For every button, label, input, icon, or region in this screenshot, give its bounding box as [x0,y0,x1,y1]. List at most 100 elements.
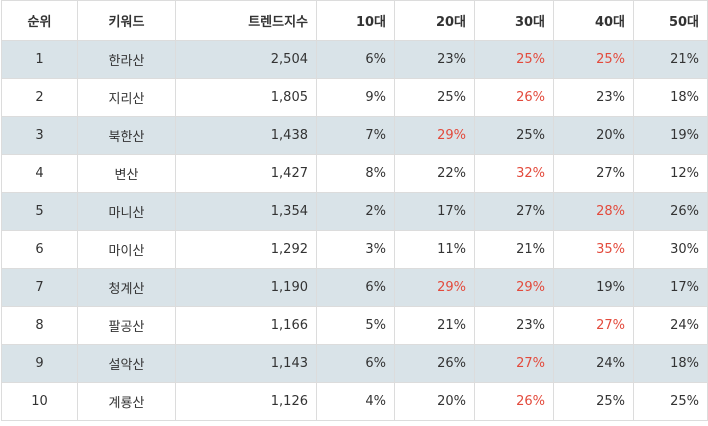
header-age-50s: 50대 [633,0,708,41]
age-20s-cell: 29% [394,268,475,307]
keyword-cell: 마이산 [77,230,176,269]
age-30s-cell: 23% [474,306,554,345]
header-age-20s: 20대 [394,0,475,41]
age-20s-cell: 23% [394,40,475,79]
rank-cell: 9 [1,344,78,383]
table-row: 7 청계산 1,190 6% 29% 29% 19% 17% [1,268,708,307]
age-40s-cell: 27% [553,306,634,345]
table-row: 3 북한산 1,438 7% 29% 25% 20% 19% [1,116,708,155]
table-row: 5 마니산 1,354 2% 17% 27% 28% 26% [1,192,708,231]
age-50s-cell: 26% [633,192,708,231]
age-50s-cell: 21% [633,40,708,79]
keyword-cell: 청계산 [77,268,176,307]
age-20s-cell: 26% [394,344,475,383]
trend-index-cell: 1,354 [175,192,317,231]
age-30s-cell: 26% [474,78,554,117]
keyword-cell: 한라산 [77,40,176,79]
age-10s-cell: 2% [316,192,395,231]
age-30s-cell: 21% [474,230,554,269]
age-50s-cell: 18% [633,344,708,383]
age-20s-cell: 25% [394,78,475,117]
rank-cell: 7 [1,268,78,307]
age-10s-cell: 3% [316,230,395,269]
rank-cell: 5 [1,192,78,231]
trend-index-cell: 1,166 [175,306,317,345]
rank-cell: 10 [1,382,78,421]
header-row: 순위 키워드 트렌드지수 10대 20대 30대 40대 50대 [1,0,708,41]
age-40s-cell: 23% [553,78,634,117]
age-10s-cell: 7% [316,116,395,155]
trend-index-cell: 1,126 [175,382,317,421]
table-row: 1 한라산 2,504 6% 23% 25% 25% 21% [1,40,708,79]
header-keyword: 키워드 [77,0,176,41]
age-10s-cell: 9% [316,78,395,117]
table-row: 4 변산 1,427 8% 22% 32% 27% 12% [1,154,708,193]
age-20s-cell: 29% [394,116,475,155]
rank-cell: 6 [1,230,78,269]
age-30s-cell: 26% [474,382,554,421]
age-50s-cell: 12% [633,154,708,193]
age-50s-cell: 24% [633,306,708,345]
age-40s-cell: 25% [553,382,634,421]
table-row: 2 지리산 1,805 9% 25% 26% 23% 18% [1,78,708,117]
age-50s-cell: 25% [633,382,708,421]
age-40s-cell: 19% [553,268,634,307]
trend-index-cell: 1,438 [175,116,317,155]
keyword-cell: 팔공산 [77,306,176,345]
age-50s-cell: 30% [633,230,708,269]
age-30s-cell: 27% [474,344,554,383]
keyword-cell: 지리산 [77,78,176,117]
age-40s-cell: 25% [553,40,634,79]
age-40s-cell: 35% [553,230,634,269]
rank-cell: 8 [1,306,78,345]
age-30s-cell: 32% [474,154,554,193]
age-20s-cell: 21% [394,306,475,345]
age-10s-cell: 6% [316,268,395,307]
table-row: 9 설악산 1,143 6% 26% 27% 24% 18% [1,344,708,383]
age-20s-cell: 11% [394,230,475,269]
header-age-40s: 40대 [553,0,634,41]
age-50s-cell: 18% [633,78,708,117]
age-10s-cell: 8% [316,154,395,193]
header-age-30s: 30대 [474,0,554,41]
age-40s-cell: 28% [553,192,634,231]
age-50s-cell: 19% [633,116,708,155]
age-30s-cell: 25% [474,40,554,79]
age-20s-cell: 22% [394,154,475,193]
keyword-cell: 마니산 [77,192,176,231]
table-row: 6 마이산 1,292 3% 11% 21% 35% 30% [1,230,708,269]
age-20s-cell: 17% [394,192,475,231]
keyword-cell: 설악산 [77,344,176,383]
age-40s-cell: 24% [553,344,634,383]
rank-cell: 4 [1,154,78,193]
age-10s-cell: 6% [316,40,395,79]
header-age-10s: 10대 [316,0,395,41]
age-30s-cell: 25% [474,116,554,155]
rank-cell: 2 [1,78,78,117]
trend-index-cell: 1,427 [175,154,317,193]
age-40s-cell: 27% [553,154,634,193]
rank-cell: 1 [1,40,78,79]
trend-index-cell: 1,292 [175,230,317,269]
age-10s-cell: 5% [316,306,395,345]
header-rank: 순위 [1,0,78,41]
table-row: 8 팔공산 1,166 5% 21% 23% 27% 24% [1,306,708,345]
keyword-cell: 변산 [77,154,176,193]
header-trend-index: 트렌드지수 [175,0,317,41]
age-20s-cell: 20% [394,382,475,421]
trend-index-cell: 1,143 [175,344,317,383]
age-50s-cell: 17% [633,268,708,307]
table-row: 10 계룡산 1,126 4% 20% 26% 25% 25% [1,382,708,421]
age-30s-cell: 29% [474,268,554,307]
trend-index-cell: 2,504 [175,40,317,79]
trend-index-cell: 1,190 [175,268,317,307]
keyword-cell: 계룡산 [77,382,176,421]
age-30s-cell: 27% [474,192,554,231]
age-10s-cell: 6% [316,344,395,383]
rank-cell: 3 [1,116,78,155]
keyword-cell: 북한산 [77,116,176,155]
trend-index-cell: 1,805 [175,78,317,117]
age-10s-cell: 4% [316,382,395,421]
age-40s-cell: 20% [553,116,634,155]
